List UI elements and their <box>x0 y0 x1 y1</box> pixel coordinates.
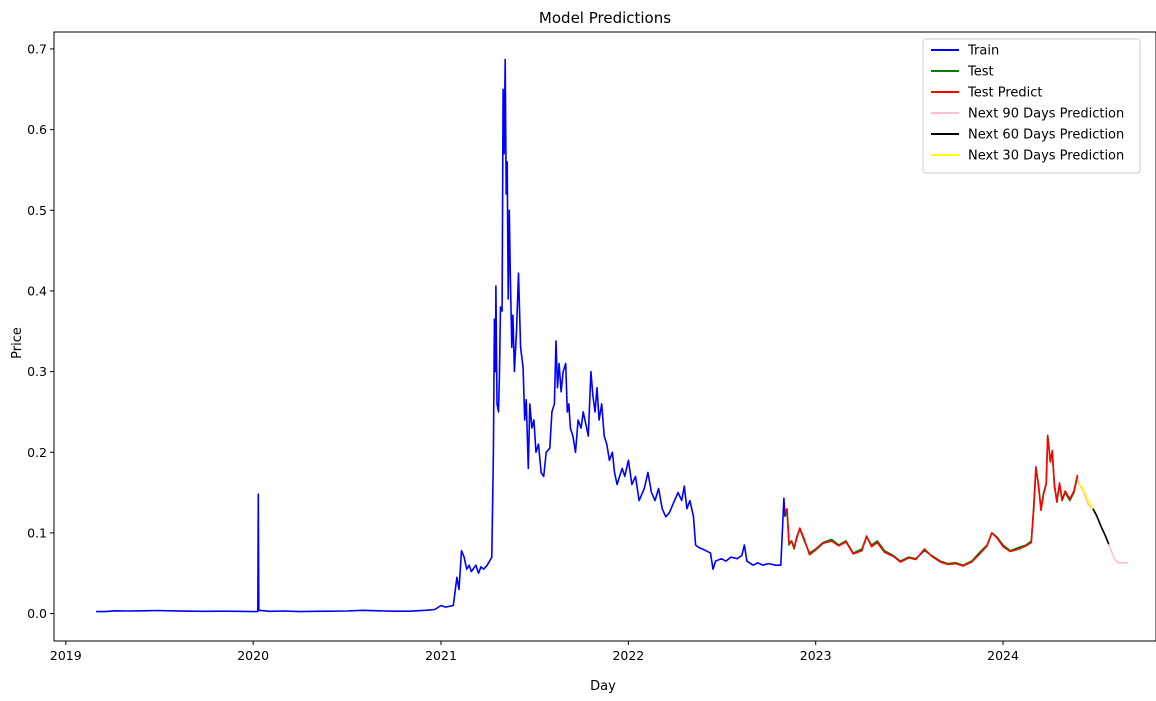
y-tick-label-0: 0.0 <box>27 606 47 621</box>
legend-label-1: Test <box>967 65 994 80</box>
legend: Train Test Test Predict Next 90 Days Predic… <box>922 38 1141 174</box>
series-line-4 <box>1092 508 1110 545</box>
y-tick-label-6: 0.6 <box>27 122 47 137</box>
y-tick-label-2: 0.2 <box>27 445 47 460</box>
y-tick-label-3: 0.3 <box>27 364 47 379</box>
legend-label-0: Train <box>967 44 999 59</box>
x-axis-label: Day <box>590 679 616 694</box>
x-tick-label-0: 2019 <box>50 648 82 663</box>
legend-label-5: Next 30 Days Prediction <box>968 149 1124 164</box>
chart-title: Model Predictions <box>539 9 671 27</box>
y-tick-label-1: 0.1 <box>27 525 47 540</box>
y-tick-label-5: 0.5 <box>27 203 47 218</box>
legend-label-3: Next 90 Days Prediction <box>968 107 1124 122</box>
legend-label-2: Test Predict <box>967 86 1043 101</box>
y-tick-label-7: 0.7 <box>27 41 47 56</box>
y-tick-label-4: 0.4 <box>27 283 47 298</box>
series-line-0 <box>96 58 786 613</box>
y-axis-label: Price <box>10 327 25 359</box>
series-line-5 <box>1076 482 1094 510</box>
x-tick-label-1: 2020 <box>237 648 269 663</box>
x-tick-label-2: 2021 <box>425 648 457 663</box>
legend-label-4: Next 60 Days Prediction <box>968 128 1124 143</box>
x-tick-label-3: 2022 <box>612 648 644 663</box>
x-axis: 2019 2020 2021 2022 2023 2024 <box>50 641 1019 663</box>
y-axis: 0.0 0.1 0.2 0.3 0.4 0.5 0.6 0.7 <box>27 41 54 621</box>
x-tick-label-5: 2024 <box>987 648 1019 663</box>
series-layer <box>96 58 1128 613</box>
legend-box <box>922 38 1141 174</box>
x-tick-label-4: 2023 <box>800 648 832 663</box>
plot-frame <box>53 31 1156 642</box>
series-line-2 <box>784 434 1079 567</box>
